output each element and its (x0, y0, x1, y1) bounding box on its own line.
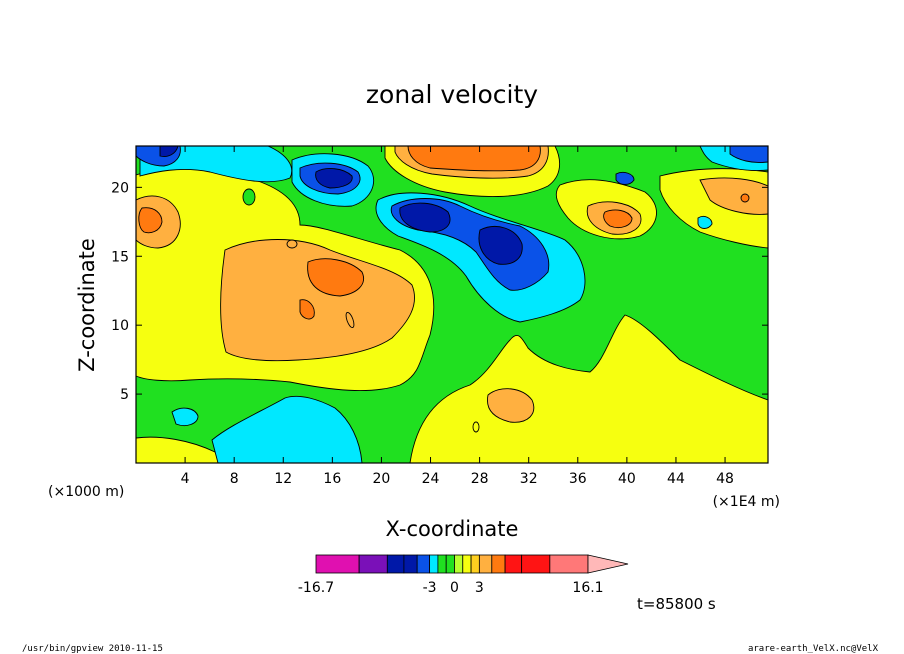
colorbar-bin (521, 554, 551, 574)
colorbar-label: -3 (423, 580, 437, 596)
navy-core-right (478, 226, 523, 265)
x-tick-label: 44 (667, 471, 685, 487)
x-axis: 4 8 12 16 20 24 28 32 36 40 44 48 (181, 146, 734, 487)
x-tick-label: 40 (618, 471, 636, 487)
x-tick-label: 24 (422, 471, 440, 487)
colorbar-bin (445, 554, 455, 574)
colorbar-bin (416, 554, 431, 574)
y-axis-label: Z-coordinate (75, 238, 99, 372)
plot-frame (135, 145, 769, 464)
dark-orange-core (307, 258, 364, 297)
colorbar-bin (358, 554, 388, 574)
x-tick-label: 12 (274, 471, 292, 487)
y-tick-label: 20 (111, 180, 129, 196)
x-tick-label: 48 (716, 471, 734, 487)
y-tick-label: 5 (120, 387, 129, 403)
colorbar-bin (491, 554, 506, 574)
x-tick-label: 4 (181, 471, 190, 487)
navy-core-left (399, 202, 451, 233)
colorbar-bin (386, 554, 405, 574)
small-loop-c (286, 239, 298, 249)
x-tick-label: 16 (323, 471, 341, 487)
x-tick-label: 32 (520, 471, 538, 487)
x-tick-label: 28 (471, 471, 489, 487)
colorbar-bin (478, 554, 493, 574)
small-cyan (171, 407, 199, 427)
left-dark-orange (138, 207, 163, 234)
colorbar-labels: -16.7 -3 0 3 16.1 (298, 580, 604, 596)
time-label: t=85800 s (637, 595, 716, 613)
colorbar-label: 16.1 (572, 580, 603, 596)
x-unit-right: (×1E4 m) (713, 494, 780, 510)
chart-title: zonal velocity (366, 80, 538, 109)
colorbar-bin (403, 554, 418, 574)
small-loop-b (472, 421, 480, 433)
orange-patch (220, 239, 415, 362)
y-tick-label: 15 (111, 249, 129, 265)
colorbar-label: 3 (475, 580, 484, 596)
colorbar-label: 0 (450, 580, 459, 596)
y-tick-label: 10 (111, 318, 129, 334)
top-dark-orange (407, 146, 541, 172)
colorbar-bin (429, 554, 439, 574)
lower-right-yellow (409, 314, 768, 463)
navy-core-top (315, 168, 353, 189)
bottom-cyan (211, 395, 363, 463)
tiny-cyan (697, 215, 713, 229)
colorbar (315, 554, 629, 574)
bottom-orange-blob (486, 388, 535, 423)
tiny-blue (615, 171, 635, 185)
colorbar-bin (470, 554, 480, 574)
small-loop-d (242, 188, 256, 206)
y-axis: 5 10 15 20 (111, 180, 768, 403)
small-loop-e (740, 193, 750, 203)
x-unit-left: (×1000 m) (48, 484, 124, 500)
colorbar-bin (462, 554, 472, 574)
x-axis-label: X-coordinate (386, 517, 519, 541)
far-right-orange (699, 177, 768, 215)
colorbar-bin (437, 554, 447, 574)
contour-field (136, 146, 768, 463)
small-orange-dot (299, 299, 315, 320)
colorbar-bin (315, 554, 360, 574)
colorbar-bin (454, 554, 464, 574)
footer-right: arare-earth_VelX.nc@VelX (748, 644, 879, 654)
right-dark-orange (603, 209, 633, 229)
colorbar-bin (504, 554, 523, 574)
x-tick-label: 20 (373, 471, 391, 487)
colorbar-extend (587, 554, 629, 574)
x-tick-label: 36 (569, 471, 587, 487)
x-tick-label: 8 (230, 471, 239, 487)
colorbar-bin (549, 554, 589, 574)
footer-left: /usr/bin/gpview 2010-11-15 (22, 644, 163, 654)
colorbar-label: -16.7 (298, 580, 334, 596)
small-loop-a (345, 311, 355, 329)
